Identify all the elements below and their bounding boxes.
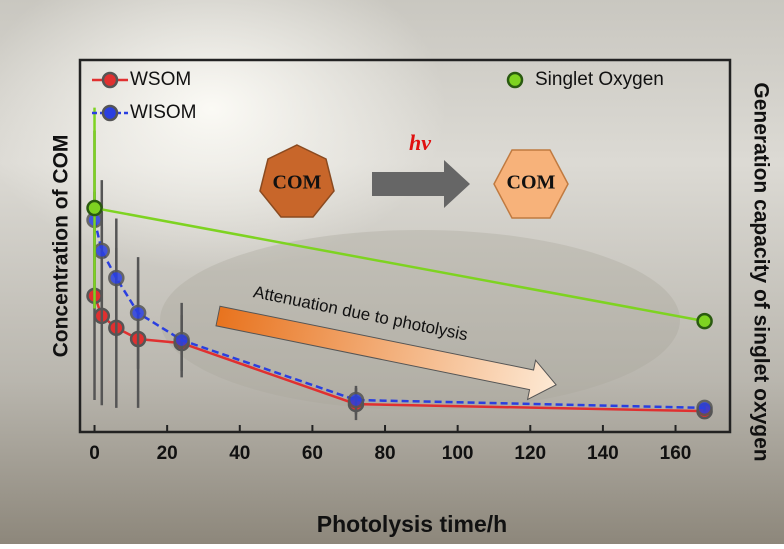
data-point — [349, 393, 363, 407]
legend-label: Singlet Oxygen — [535, 69, 664, 90]
x-axis-label: Photolysis time/h — [317, 511, 507, 537]
data-point — [95, 244, 109, 258]
shape-label: COM — [507, 172, 556, 194]
light-label: hv — [409, 130, 431, 155]
x-tick-label: 100 — [442, 443, 474, 464]
legend-marker — [508, 73, 522, 87]
legend-label: WSOM — [130, 69, 191, 90]
y-axis-label: Concentration of COM — [50, 135, 73, 358]
chart: COM hv COM Attenuation due to photolysis… — [0, 0, 784, 544]
data-point — [698, 401, 712, 415]
legend-marker — [103, 73, 117, 87]
legend-label: WISOM — [130, 102, 197, 123]
x-tick-label: 160 — [660, 443, 692, 464]
data-point — [88, 201, 102, 215]
x-tick-label: 0 — [89, 443, 100, 464]
x-tick-label: 60 — [302, 443, 323, 464]
data-point — [175, 333, 189, 347]
x-tick-label: 80 — [374, 443, 395, 464]
x-tick-label: 140 — [587, 443, 619, 464]
legend-marker — [103, 106, 117, 120]
x-tick-label: 120 — [514, 443, 546, 464]
data-point — [131, 306, 145, 320]
shape-label: COM — [273, 172, 322, 194]
data-point — [698, 314, 712, 328]
x-tick-label: 40 — [229, 443, 250, 464]
y2-axis-label: Generation capacity of singlet oxygen — [749, 82, 772, 461]
x-tick-label: 20 — [157, 443, 178, 464]
data-point — [109, 271, 123, 285]
